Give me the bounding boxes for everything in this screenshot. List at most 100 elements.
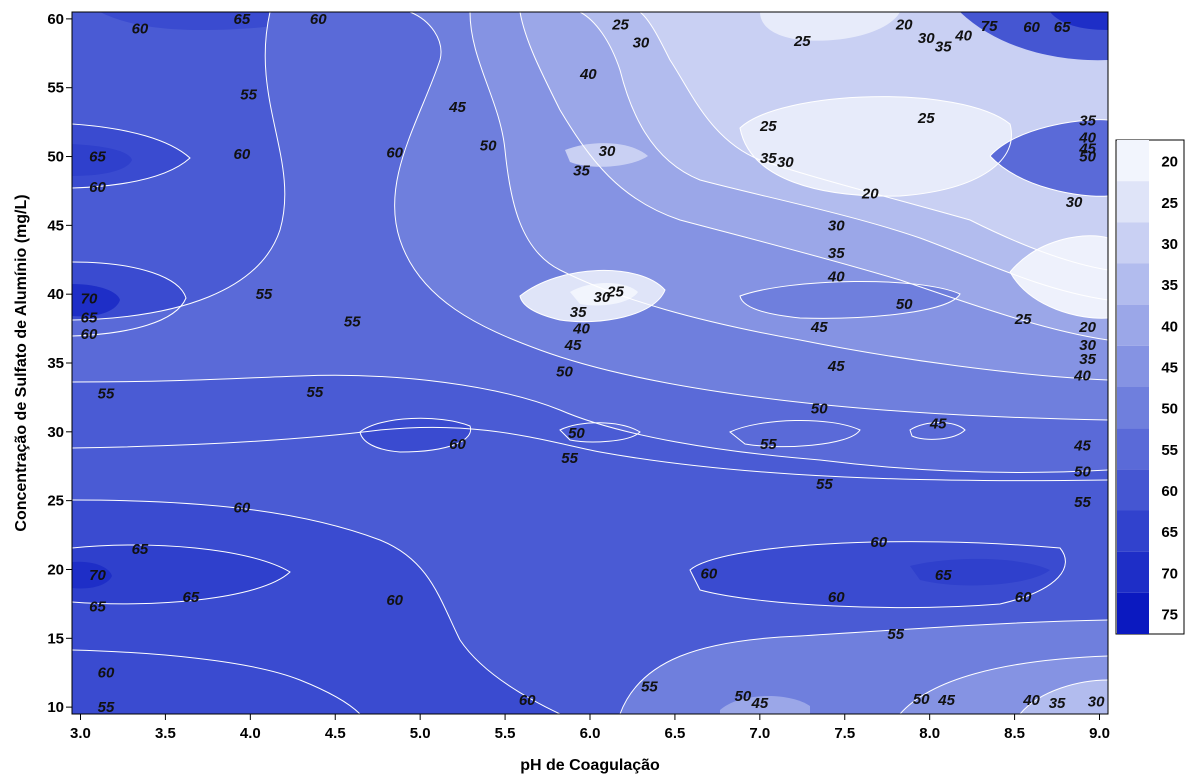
contour-line [639, 12, 1108, 271]
contour-line [519, 12, 1108, 341]
contour-lines [72, 12, 1108, 714]
contour-label: 50 [1079, 149, 1096, 166]
legend-swatch [1117, 263, 1149, 305]
x-tick-label: 5.0 [410, 725, 431, 742]
contour-line [739, 281, 961, 319]
contour-line [729, 420, 861, 448]
contour-label: 55 [307, 384, 324, 401]
contour-label: 30 [828, 217, 845, 234]
x-tick-label: 4.0 [240, 725, 261, 742]
contour-line [359, 417, 472, 453]
contour-line [1009, 235, 1108, 273]
band-lower-ellipse-45 [720, 695, 810, 714]
contour-label: 45 [564, 337, 582, 354]
band-lower-right-60 [690, 541, 1066, 608]
contour-label: 60 [1023, 19, 1040, 36]
contour-label: 35 [1079, 351, 1096, 368]
contour-label: 40 [1078, 129, 1096, 146]
legend-swatch [1117, 181, 1149, 223]
contour-label: 45 [810, 319, 828, 336]
band-ellipse-70-left [72, 561, 112, 589]
contour-label: 25 [917, 110, 935, 127]
legend-swatch [1117, 551, 1149, 593]
x-tick-label: 3.5 [155, 725, 176, 742]
contour-label: 65 [183, 589, 200, 606]
contour-line [72, 261, 187, 337]
legend-label: 70 [1161, 565, 1178, 582]
contour-label: 30 [1088, 694, 1105, 711]
legend-label: 20 [1161, 154, 1178, 171]
contour-label: 35 [570, 304, 587, 321]
contour-line [72, 544, 291, 605]
contour-label: 45 [1078, 140, 1096, 157]
contour-label: 25 [1014, 311, 1032, 328]
contour-label: 30 [599, 143, 616, 160]
contour-line [739, 96, 1012, 197]
y-tick-label: 40 [47, 286, 64, 303]
contour-label: 35 [760, 150, 777, 167]
contour-label: 20 [895, 16, 913, 33]
legend-label: 25 [1161, 195, 1178, 212]
contour-line [72, 374, 1108, 473]
contour-label: 50 [568, 425, 585, 442]
contour-label: 55 [98, 699, 115, 716]
contour-line [899, 655, 1108, 714]
contour-label: 60 [233, 146, 250, 163]
contour-label: 40 [572, 321, 590, 338]
contour-label: 25 [606, 283, 624, 300]
legend: 20 25 30 35 40 45 50 55 60 65 70 75 [1115, 139, 1185, 635]
contour-label: 55 [641, 678, 658, 695]
contour-label: 55 [344, 314, 361, 331]
y-tick-label: 25 [47, 493, 64, 510]
contour-label: 35 [828, 245, 845, 262]
contour-label: 60 [310, 11, 327, 28]
y-axis-label: Concentração de Sulfato de Alumínio (mg/… [13, 194, 30, 531]
contour-label: 30 [633, 34, 650, 51]
contour-line [989, 119, 1108, 157]
contour-label: 60 [386, 144, 403, 161]
legend-swatch [1117, 428, 1149, 470]
contour-label: 65 [233, 11, 250, 28]
contour-label: 55 [240, 87, 257, 104]
contour-line [72, 499, 561, 714]
legend-label: 30 [1161, 236, 1178, 253]
y-tick-label: 30 [47, 424, 64, 441]
contour-label: 30 [918, 30, 935, 47]
contour-label: 70 [81, 290, 98, 307]
contour-label: 65 [1054, 19, 1071, 36]
contour-line [469, 12, 1108, 381]
legend-label: 45 [1161, 359, 1178, 376]
y-tick-label: 20 [47, 561, 64, 578]
contour-line [72, 12, 286, 321]
contour-label: 50 [913, 691, 930, 708]
band-ellipse-65-left [72, 545, 290, 604]
contour-label: 65 [89, 599, 106, 616]
contour-label: 45 [750, 695, 768, 712]
x-tick-label: 8.5 [1004, 725, 1025, 742]
contour-line [1009, 271, 1108, 319]
legend-swatch [1117, 222, 1149, 264]
legend-label: 65 [1161, 524, 1178, 541]
contour-label: 60 [870, 534, 887, 551]
contour-label: 60 [828, 589, 845, 606]
contour-line [619, 619, 1108, 714]
x-tick-label: 7.0 [749, 725, 770, 742]
y-tick-label: 45 [47, 217, 64, 234]
contour-label: 60 [132, 21, 149, 38]
y-tick-label: 60 [47, 11, 64, 28]
contour-label: 60 [701, 566, 718, 583]
contour-label: 55 [887, 626, 904, 643]
contour-label: 60 [233, 500, 250, 517]
contour-line [559, 422, 641, 443]
legend-label: 55 [1161, 442, 1178, 459]
x-tick-label: 5.5 [495, 725, 516, 742]
contour-label: 60 [519, 692, 536, 709]
contour-label: 55 [816, 476, 833, 493]
contour-label: 30 [594, 289, 611, 306]
contour-label: 60 [81, 326, 98, 343]
y-tick-label: 15 [47, 630, 64, 647]
contour-label: 55 [98, 385, 115, 402]
contour-label: 45 [448, 99, 466, 116]
contour-label: 25 [759, 118, 777, 135]
x-axis-label: pH de Coagulação [520, 757, 660, 774]
